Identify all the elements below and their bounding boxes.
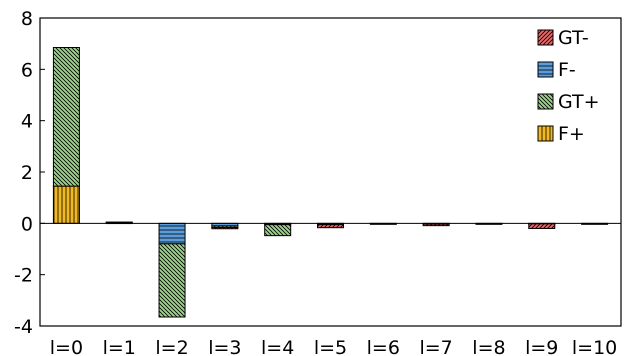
legend-label: GT+ [558,91,600,113]
legend-swatch [537,61,554,78]
bar-gtminus-l=3 [211,226,239,230]
x-tick-label: l=6 [367,337,400,356]
x-tick-label: l=4 [261,337,294,356]
y-tick-label: 4 [21,111,33,133]
bar-fplus-l=0 [52,185,80,224]
x-tick-label: l=1 [103,337,136,356]
legend-label: GT- [558,27,589,49]
bar-gtplus-l=0 [52,47,80,187]
x-tick-label: l=0 [50,337,83,356]
y-tick-label: -4 [14,316,33,338]
legend-label: F+ [558,123,585,145]
y-axis: -4 -2 0 2 4 6 8 [14,8,45,338]
bar-gtplus-l=4 [264,224,292,237]
x-tick-label: l=8 [472,337,505,356]
x-tick-label: l=9 [525,337,558,356]
y-tick-label: 0 [21,213,33,235]
x-tick-label: l=5 [314,337,347,356]
legend-label: F- [558,59,576,81]
plot-frame [39,17,622,327]
y-tick-label: 6 [21,59,33,81]
bar-gtplus-l=2 [158,243,186,318]
x-tick-label: l=10 [572,337,617,356]
x-tick-label: l=2 [155,337,188,356]
y-tick-label: 2 [21,162,33,184]
x-tick-label: l=7 [419,337,452,356]
bars-layer [52,47,609,318]
x-tick-label: l=3 [208,337,241,356]
legend-swatch [537,125,554,142]
bar-gtminus-l=7 [422,223,450,227]
bar-gtminus-l=5 [317,224,344,229]
x-axis: l=0 l=1 l=2 l=3 l=4 l=5 l=6 l=7 l=8 l=9 l=10 [50,337,618,356]
legend-swatch [537,29,554,46]
bar-fminus-l=2 [158,222,186,245]
legend: GT- F- GT+ F+ [537,27,600,145]
y-tick-label: -2 [14,265,33,287]
legend-swatch [537,93,554,110]
bar-gtminus-l=9 [528,223,556,229]
y-tick-label: 8 [21,8,33,30]
